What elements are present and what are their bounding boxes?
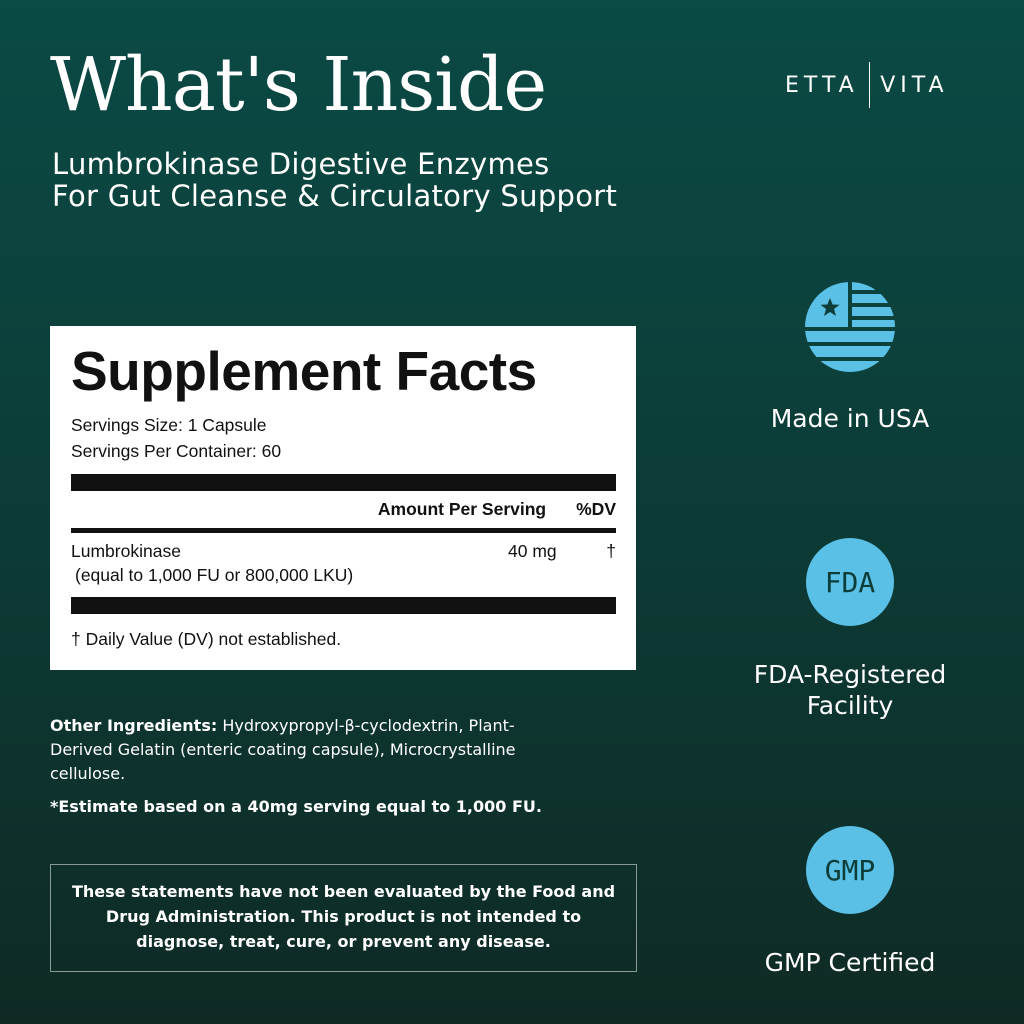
amount-header: Amount Per Serving — [377, 499, 547, 519]
ingredient-amount: 40 mg — [508, 541, 557, 561]
badge-label: FDA-Registered — [753, 660, 947, 689]
facts-header: Amount Per Serving %DV — [71, 499, 616, 533]
dv-header: %DV — [576, 499, 616, 519]
brand-right: VITA — [880, 72, 949, 98]
fda-icon: FDA — [806, 538, 894, 626]
estimate-note: *Estimate based on a 40mg serving equal … — [50, 797, 542, 816]
footnote: † Daily Value (DV) not established. — [71, 629, 342, 649]
badge-fda-registered: FDA-Registered Facility — [700, 659, 1000, 721]
subtitle-line: For Gut Cleanse & Circulatory Support — [52, 179, 618, 213]
badge-made-in-usa: Made in USA — [770, 404, 930, 433]
serving-size: Servings Size: 1 Capsule — [71, 415, 267, 435]
divider — [71, 474, 616, 491]
usa-flag-icon — [805, 282, 895, 372]
other-label: Other Ingredients: — [50, 716, 218, 735]
brand-logo: ETTA VITA — [785, 62, 949, 108]
other-ingredients: Other Ingredients: Hydroxypropyl-β-cyclo… — [50, 714, 550, 786]
badge-gmp-certified: GMP Certified — [764, 948, 936, 977]
badge-label: Facility — [806, 691, 894, 720]
fda-disclaimer: These statements have not been evaluated… — [50, 864, 637, 972]
logo-divider — [868, 62, 871, 108]
ingredient-name: Lumbrokinase — [71, 541, 181, 561]
page-title: What's Inside — [50, 42, 547, 128]
facts-row: Lumbrokinase (equal to 1,000 FU or 800,00… — [71, 539, 616, 587]
servings-per-container: Servings Per Container: 60 — [71, 441, 282, 461]
brand-left: ETTA — [785, 72, 859, 98]
ingredient-dv: † — [606, 541, 616, 561]
ingredient-detail: (equal to 1,000 FU or 800,000 LKU) — [75, 565, 354, 585]
disclaimer-text: These statements have not been evaluated… — [71, 882, 616, 951]
subtitle: Lumbrokinase Digestive Enzymes For Gut C… — [52, 148, 617, 212]
subtitle-line: Lumbrokinase Digestive Enzymes — [52, 147, 550, 181]
supplement-facts-panel: Supplement Facts Servings Size: 1 Capsul… — [50, 326, 636, 670]
other-text: Hydroxypropyl-β-cyclodextrin, Plant-Deri… — [50, 716, 516, 783]
gmp-icon: GMP — [806, 826, 894, 914]
divider — [71, 597, 616, 614]
facts-title: Supplement Facts — [71, 340, 537, 402]
